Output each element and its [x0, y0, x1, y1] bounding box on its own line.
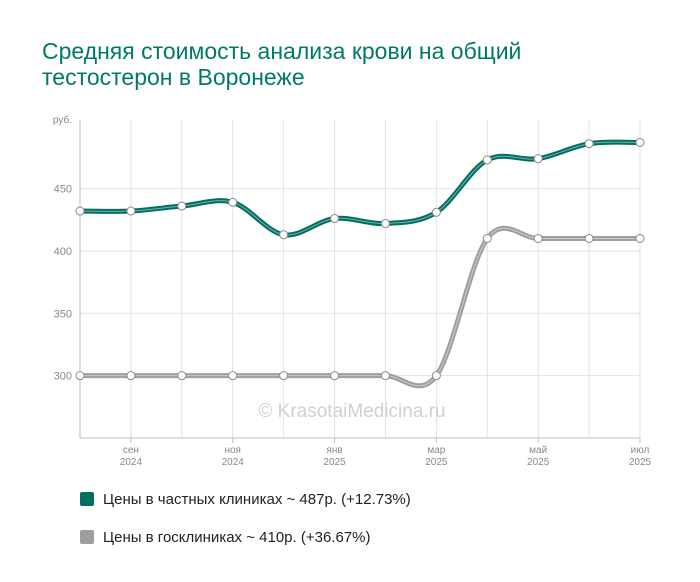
data-point-public	[75, 371, 85, 381]
y-axis-label: руб.	[53, 114, 72, 126]
series-line-highlight-public	[80, 227, 640, 387]
data-point-private	[584, 139, 594, 149]
data-point-public	[584, 233, 594, 243]
x-tick-label-year: 2025	[425, 457, 448, 468]
x-tick-label-month: ноя	[224, 445, 241, 456]
x-tick-label-year: 2025	[629, 457, 652, 468]
legend: Цены в частных клиниках ~ 487р. (+12.73%…	[80, 488, 411, 564]
data-point-private	[279, 230, 289, 240]
x-tick-label-month: сен	[123, 445, 139, 456]
data-point-private	[482, 155, 492, 165]
data-point-private	[177, 201, 187, 211]
data-point-private	[533, 154, 543, 164]
x-tick-label-month: июл	[631, 445, 650, 456]
legend-item-private: Цены в частных клиниках ~ 487р. (+12.73%…	[80, 488, 411, 510]
legend-swatch-public	[80, 530, 94, 544]
data-point-public	[380, 371, 390, 381]
y-tick-label: 350	[54, 308, 72, 320]
chart-title: Средняя стоимость анализа крови на общий…	[42, 38, 642, 90]
axes: 300350400450руб.сен2024ноя2024янв2025мар…	[53, 114, 652, 468]
chart-title-line-2: тестостерон в Воронеже	[42, 64, 305, 90]
x-tick-label-month: мар	[427, 445, 445, 456]
data-point-public	[482, 233, 492, 243]
y-tick-label: 450	[54, 184, 72, 196]
data-point-public	[177, 371, 187, 381]
grid	[80, 120, 641, 438]
data-point-public	[126, 371, 136, 381]
data-point-public	[279, 371, 289, 381]
data-point-public	[431, 371, 441, 381]
watermark: © KrasotaiMedicina.ru	[258, 401, 445, 422]
legend-swatch-private	[80, 492, 94, 506]
y-tick-label: 400	[54, 246, 72, 258]
series-lines	[77, 139, 643, 389]
series-line-public	[77, 225, 643, 389]
data-point-private	[126, 206, 136, 216]
legend-label-public: Цены в госклиниках ~ 410р. (+36.67%)	[103, 528, 371, 546]
x-tick-label-month: май	[529, 445, 547, 456]
data-point-private	[380, 219, 390, 229]
chart-title-line-1: Средняя стоимость анализа крови на общий	[42, 38, 522, 64]
data-point-private	[228, 197, 238, 207]
data-point-public	[228, 371, 238, 381]
data-point-private	[330, 214, 340, 224]
data-point-private	[75, 206, 85, 216]
x-tick-label-year: 2024	[120, 457, 143, 468]
line-chart: © KrasotaiMedicina.ru 300 350 400 450 руб. се…	[53, 114, 652, 468]
data-point-public	[635, 233, 645, 243]
x-tick-label-year: 2025	[527, 457, 550, 468]
legend-item-public: Цены в госклиниках ~ 410р. (+36.67%)	[80, 526, 411, 548]
data-point-private	[635, 137, 645, 147]
x-tick-label-month: янв	[326, 445, 342, 456]
legend-label-private: Цены в частных клиниках ~ 487р. (+12.73%…	[103, 490, 411, 508]
data-point-private	[431, 207, 441, 217]
x-tick-label-year: 2025	[323, 457, 346, 468]
data-point-public	[533, 233, 543, 243]
x-tick-label-year: 2024	[222, 457, 245, 468]
data-point-public	[330, 371, 340, 381]
series-points	[75, 137, 645, 381]
y-tick-label: 300	[54, 371, 72, 383]
